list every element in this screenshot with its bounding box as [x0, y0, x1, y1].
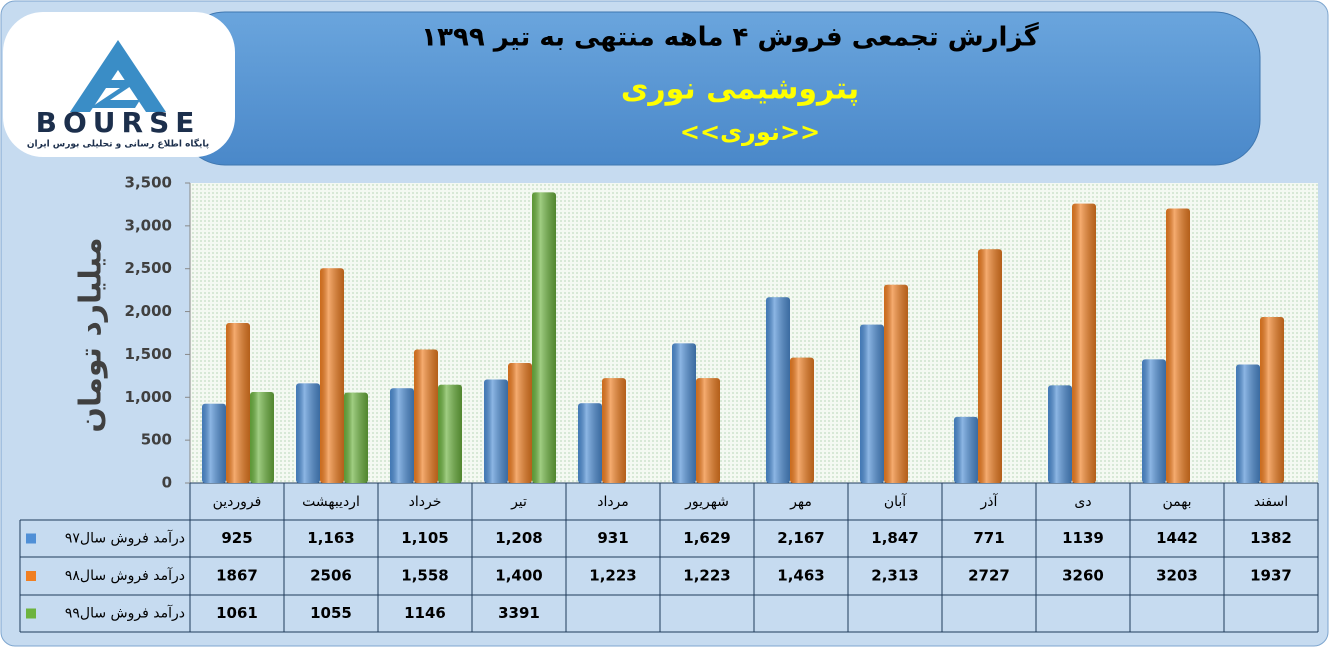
x-tick-label: اسفند — [1254, 494, 1288, 510]
x-tick-label: فروردین — [213, 494, 262, 510]
x-tick-label: تیر — [510, 494, 527, 510]
bar-shine — [344, 392, 368, 483]
legend-swatch — [26, 608, 36, 619]
x-tick-label: مرداد — [597, 494, 629, 510]
table-value: 1,223 — [683, 567, 730, 585]
bar-shine — [860, 324, 884, 483]
table-value: 2506 — [310, 567, 352, 585]
bar-shine — [1260, 316, 1284, 483]
chart-title: گزارش تجمعی فروش ۴ ماهه منتهی به تیر ۱۳۹… — [421, 22, 1039, 53]
chart-subtitle: پتروشیمی نوری — [621, 72, 859, 107]
legend-label: درآمد فروش سال۹۹ — [65, 605, 185, 622]
table-value: 2727 — [968, 567, 1010, 585]
table-value: 1,847 — [871, 529, 918, 547]
bar-shine — [484, 379, 508, 483]
x-tick-label: خرداد — [409, 494, 442, 510]
table-value: 1382 — [1250, 529, 1292, 547]
table-value: 1146 — [404, 604, 446, 622]
table-value: 1,105 — [401, 529, 448, 547]
legend-label: درآمد فروش سال۹۷ — [65, 530, 185, 547]
bar-shine — [226, 322, 250, 483]
bar-shine — [696, 378, 720, 483]
y-tick-label: 2,000 — [125, 302, 172, 320]
table-value: 2,313 — [871, 567, 918, 585]
table-value: 1,558 — [401, 567, 448, 585]
x-tick-label: آذر — [980, 493, 999, 510]
logo-mark — [90, 80, 140, 108]
table-value: 1,223 — [589, 567, 636, 585]
bar-shine — [1142, 359, 1166, 483]
bar-shine — [766, 297, 790, 483]
x-tick-label: اردیبهشت — [302, 494, 360, 510]
ticker: <<نوری>> — [680, 118, 820, 146]
table-value: 1867 — [216, 567, 258, 585]
table-value: 1061 — [216, 604, 258, 622]
table-value: 1937 — [1250, 567, 1292, 585]
y-tick-label: 2,500 — [125, 259, 172, 277]
logo-tagline: پایگاه اطلاع رسانی و تحلیلی بورس ایران — [27, 138, 209, 150]
y-axis-label: میلیارد تومان — [74, 237, 109, 432]
table-value: 1,208 — [495, 529, 542, 547]
table-value: 1055 — [310, 604, 352, 622]
logo-mark — [70, 40, 166, 112]
x-tick-label: دی — [1074, 494, 1091, 510]
bar-shine — [390, 388, 414, 483]
table-value: 3203 — [1156, 567, 1198, 585]
bar-shine — [414, 349, 438, 483]
bar-shine — [508, 363, 532, 483]
bar-shine — [672, 343, 696, 483]
table-value: 1442 — [1156, 529, 1198, 547]
bar-shine — [250, 392, 274, 483]
bar-shine — [602, 378, 626, 483]
bar-shine — [978, 249, 1002, 483]
plot-area — [190, 183, 1318, 483]
y-tick-label: 500 — [141, 431, 172, 449]
bar-shine — [320, 268, 344, 483]
table-value: 1,629 — [683, 529, 730, 547]
legend-swatch — [26, 571, 36, 581]
legend-swatch — [26, 533, 36, 544]
bar-shine — [1072, 203, 1096, 484]
legend-label: درآمد فروش سال۹۸ — [65, 567, 185, 584]
y-tick-label: 3,000 — [125, 216, 172, 234]
table-value: 1,400 — [495, 567, 542, 585]
x-tick-label: مهر — [789, 494, 812, 510]
table-value: 3391 — [498, 604, 540, 622]
bar-shine — [954, 416, 978, 483]
table-value: 1139 — [1062, 529, 1104, 547]
bar-shine — [532, 192, 556, 484]
bar-shine — [296, 383, 320, 483]
y-tick-label: 1,500 — [125, 345, 172, 363]
table-value: 2,167 — [777, 529, 824, 547]
bar-shine — [884, 284, 908, 483]
bar-shine — [1048, 385, 1072, 483]
x-tick-label: آبان — [884, 493, 907, 510]
bar-shine — [202, 403, 226, 483]
table-value: 1,463 — [777, 567, 824, 585]
table-value: 931 — [597, 529, 628, 547]
y-tick-label: 1,000 — [125, 388, 172, 406]
bar-shine — [1236, 364, 1260, 483]
bar-shine — [790, 357, 814, 483]
bar-shine — [1166, 208, 1190, 483]
y-tick-label: 0 — [162, 474, 172, 492]
table-value: 925 — [221, 529, 252, 547]
y-tick-label: 3,500 — [125, 174, 172, 192]
table-value: 1,163 — [307, 529, 354, 547]
logo-name: BOURSE — [36, 106, 201, 139]
bar-shine — [438, 384, 462, 483]
x-tick-label: بهمن — [1162, 494, 1191, 510]
table-value: 771 — [973, 529, 1004, 547]
table-value: 3260 — [1062, 567, 1104, 585]
x-tick-label: شهریور — [684, 494, 729, 510]
bar-shine — [578, 403, 602, 483]
